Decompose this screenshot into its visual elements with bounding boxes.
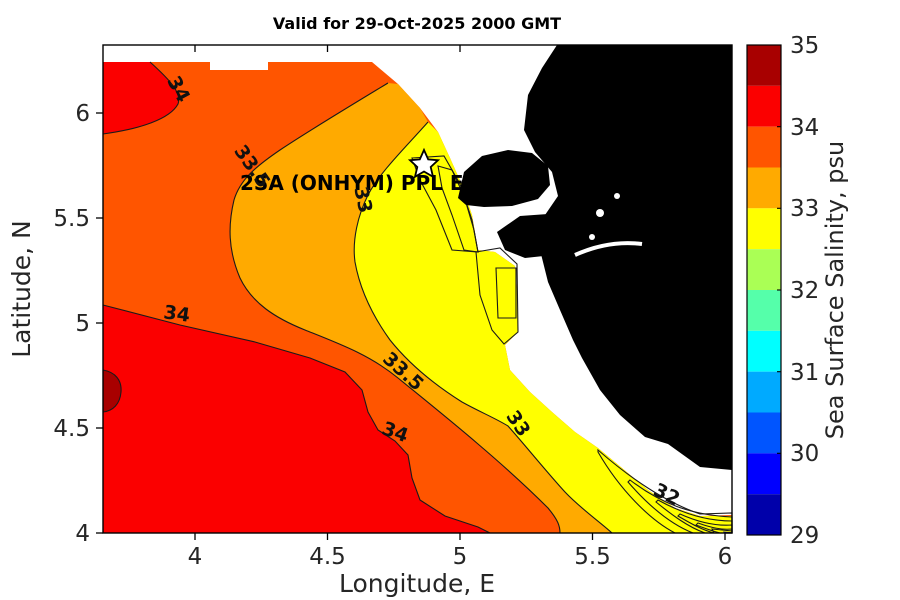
- cb-band: [747, 167, 781, 209]
- tick-marks: [96, 45, 732, 540]
- cb-tick: 35: [790, 33, 819, 59]
- contour-line-34-north: [102, 61, 180, 135]
- coastal-channels: [574, 193, 643, 257]
- cb-band: [747, 494, 781, 535]
- x-tick: 5.5: [574, 544, 611, 570]
- cb-band: [747, 330, 781, 372]
- band-33-33p5: [230, 83, 612, 533]
- cb-band: [747, 412, 781, 454]
- station-label: 2SA (ONHYM) PPL E: [240, 171, 464, 195]
- colorbar: 29 30 31 32 33 34 35 Sea Surface Salinit…: [746, 33, 849, 549]
- colorbar-tick-labels: 29 30 31 32 33 34 35: [790, 33, 819, 549]
- colorbar-label: Sea Surface Salinity, psu: [821, 141, 849, 439]
- band-32-32p5-mid: [475, 247, 519, 345]
- y-tick: 4.5: [53, 416, 90, 442]
- cb-tick: 31: [790, 360, 819, 386]
- band-34p5-35: [103, 370, 122, 412]
- x-tick: 5: [453, 544, 468, 570]
- contour-line-34p5: [102, 369, 122, 413]
- colorbar-bands: [747, 45, 781, 535]
- y-tick: 6: [75, 101, 90, 127]
- x-tick: 6: [718, 544, 733, 570]
- band-34-34p5-south: [103, 305, 490, 533]
- contour-line-33: [353, 121, 613, 534]
- colorbar-ticks: [777, 126, 781, 454]
- cb-band: [747, 453, 781, 495]
- cb-tick: 34: [790, 115, 819, 141]
- axes: 4 4.5 5 5.5 6 4 4.5 5 5.5 6 Longitude, E…: [7, 14, 733, 598]
- y-tick: 4: [75, 521, 90, 547]
- cb-band: [747, 371, 781, 413]
- contour-line-34-south: [102, 304, 491, 534]
- y-tick: 5: [75, 311, 90, 337]
- y-tick-labels: 4 4.5 5 5.5 6: [53, 101, 90, 547]
- plot-border: [102, 44, 733, 534]
- station-marker-group: 2SA (ONHYM) PPL E: [240, 147, 464, 195]
- cb-tick: 29: [790, 523, 819, 549]
- cb-band: [747, 85, 781, 127]
- band-34-34p5-north: [103, 62, 179, 134]
- cb-band: [747, 126, 781, 168]
- land-island-a: [458, 150, 550, 207]
- cb-tick: 30: [790, 441, 819, 467]
- x-tick: 4.5: [309, 544, 346, 570]
- x-axis-label: Longitude, E: [339, 569, 495, 598]
- plot-title: Valid for 29-Oct-2025 2000 GMT: [273, 14, 561, 33]
- y-tick: 5.5: [53, 206, 90, 232]
- y-axis-label: Latitude, N: [7, 220, 36, 358]
- contour-label: 34: [162, 301, 191, 326]
- land-mass: [458, 45, 732, 470]
- contour-field: [103, 62, 733, 534]
- cb-tick: 32: [790, 278, 819, 304]
- band-31p5-32-mid: [495, 267, 517, 319]
- cb-band: [747, 249, 781, 291]
- x-tick: 4: [188, 544, 203, 570]
- contour-lines: [102, 61, 613, 534]
- x-tick-labels: 4 4.5 5 5.5 6: [188, 544, 733, 570]
- land-main: [524, 45, 732, 470]
- cb-band: [747, 290, 781, 331]
- star-icon: [407, 147, 441, 179]
- contour-line-33p5: [229, 82, 561, 534]
- cb-tick: 33: [790, 196, 819, 222]
- cb-band: [747, 208, 781, 250]
- land-island-b: [497, 214, 570, 258]
- band-32p5-33: [354, 122, 732, 533]
- cb-band: [747, 45, 781, 86]
- contour-label: 33: [349, 185, 376, 215]
